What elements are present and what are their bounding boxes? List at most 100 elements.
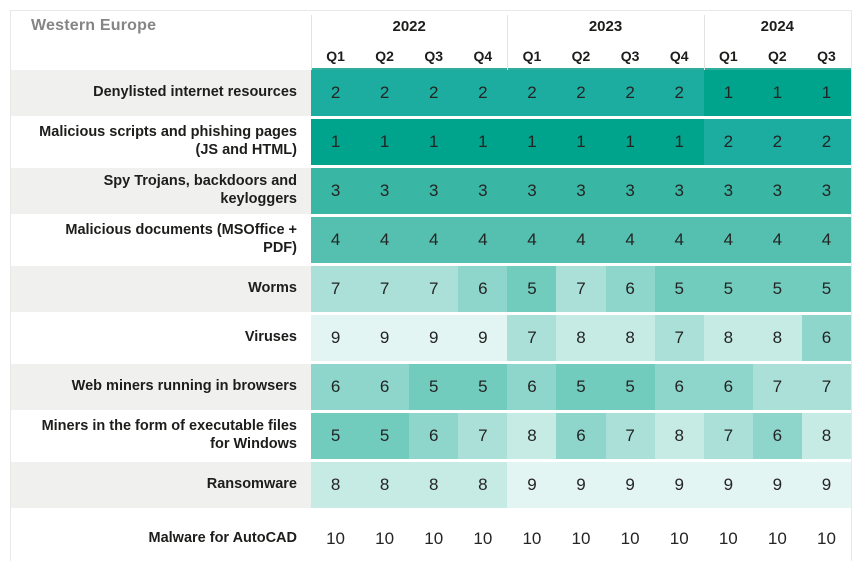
rank-cell: 3 [360,168,410,214]
rank-cell: 5 [409,364,459,410]
rank-cell: 2 [507,70,557,116]
rank-cell: 3 [654,168,704,214]
rank-cell: 10 [654,516,704,562]
row-label: Worms [11,266,311,312]
quarter-header: Q4 [473,47,493,64]
table-row: Spy Trojans, backdoors and keyloggers 3 3 3… [11,168,852,214]
table-row: Worms 7 7 7 6 5 7 6 5 5 5 5 [11,266,852,312]
year-group-divider [507,15,509,70]
rank-cell: 9 [458,315,508,361]
rank-cell: 7 [556,266,606,312]
rank-cell: 10 [458,516,508,562]
table-row: Denylisted internet resources 2 2 2 2 2 2 2 2 1 1 1 [11,70,852,116]
rank-cell: 6 [360,364,410,410]
rank-cell: 6 [801,315,852,361]
rank-cell: 1 [409,119,459,165]
rank-cell: 7 [311,266,361,312]
rank-cell: 8 [801,413,852,459]
year-group-divider [311,15,312,70]
rank-cell: 3 [752,168,802,214]
region-title: Western Europe [31,17,157,34]
rank-cell: 6 [311,364,361,410]
row-cells: 10 10 10 10 10 10 10 10 10 10 10 [311,516,852,562]
rank-cell: 8 [311,462,361,508]
quarter-header: Q3 [817,47,836,64]
rank-cell: 3 [311,168,361,214]
rank-cell: 8 [458,462,508,508]
rank-cell: 8 [654,413,704,459]
rank-cell: 7 [605,413,655,459]
rank-cell: 10 [703,516,753,562]
rank-cell: 7 [654,315,704,361]
rank-cell: 9 [605,462,655,508]
rank-cell: 1 [360,119,410,165]
rank-cell: 7 [801,364,852,410]
quarter-header: Q2 [571,47,591,64]
rank-cell: 1 [507,119,557,165]
rank-cell: 5 [360,413,410,459]
table-row: Malicious documents (MSOffice + PDF) 4 4 4 4… [11,217,852,263]
rank-cell: 6 [752,413,802,459]
table-header: Western Europe 2022 2023 2024 Q1 Q2 Q3 Q4 Q1 Q2… [11,11,851,70]
rank-cell: 10 [752,516,802,562]
rank-cell: 2 [703,119,753,165]
rank-cell: 10 [605,516,655,562]
rank-cell: 7 [507,315,557,361]
rank-cell: 3 [703,168,753,214]
rank-cell: 5 [311,413,361,459]
rank-cell: 1 [801,70,852,116]
rank-cell: 2 [409,70,459,116]
rank-cell: 1 [311,119,361,165]
rank-cell: 5 [458,364,508,410]
rank-cell: 2 [605,70,655,116]
rank-cell: 6 [409,413,459,459]
row-label: Web miners running in browsers [11,364,311,410]
rank-cell: 8 [752,315,802,361]
quarter-cells: Q1 Q2 Q3 Q4 Q1 Q2 Q3 Q4 Q1 Q2 Q3 [311,41,851,70]
rank-cell: 2 [752,119,802,165]
year-header-row: Western Europe 2022 2023 2024 [11,11,851,41]
rank-cell: 4 [605,217,655,263]
rank-cell: 5 [801,266,852,312]
rank-cell: 4 [801,217,852,263]
rank-cell: 6 [458,266,508,312]
year-group-divider [703,15,705,70]
rank-cell: 4 [311,217,361,263]
rank-cell: 8 [556,315,606,361]
rank-cell: 5 [556,364,606,410]
rank-cell: 8 [605,315,655,361]
rank-cell: 4 [556,217,606,263]
title-cell: Western Europe [11,17,311,35]
rank-cell: 4 [360,217,410,263]
rank-cell: 10 [507,516,557,562]
rank-cell: 9 [507,462,557,508]
table-row: Viruses 9 9 9 9 7 8 8 7 8 8 6 [11,315,852,361]
rank-cell: 2 [654,70,704,116]
rank-cell: 6 [654,364,704,410]
rank-cell: 5 [507,266,557,312]
rank-cell: 9 [801,462,852,508]
row-label: Malware for AutoCAD [11,516,311,562]
rank-cell: 4 [654,217,704,263]
rank-cell: 8 [507,413,557,459]
rank-cell: 8 [703,315,753,361]
row-label: Malicious scripts and phishing pages (JS… [11,119,311,165]
rank-cell: 2 [556,70,606,116]
quarter-header: Q1 [326,47,345,64]
quarter-header: Q3 [424,47,444,64]
rank-cell: 1 [556,119,606,165]
rank-cell: 10 [311,516,361,562]
row-label: Ransomware [11,462,311,508]
rank-cell: 5 [703,266,753,312]
rank-cell: 10 [360,516,410,562]
rank-cell: 9 [703,462,753,508]
rank-cell: 3 [507,168,557,214]
rank-cell: 6 [703,364,753,410]
year-groups: 2022 2023 2024 [311,11,851,41]
rank-cell: 9 [360,315,410,361]
row-label: Denylisted internet resources [11,70,311,116]
